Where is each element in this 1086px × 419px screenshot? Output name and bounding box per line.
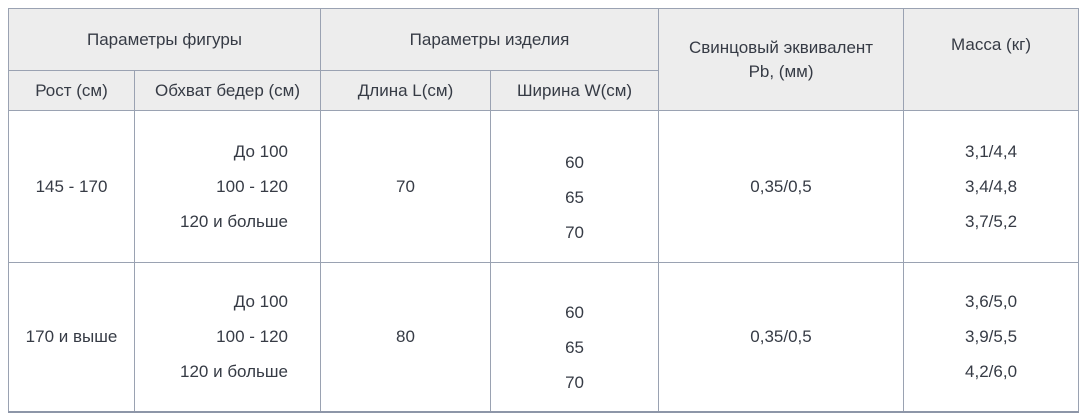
cell-mass-values: 3,6/5,0 3,9/5,5 4,2/6,0 bbox=[903, 262, 1080, 412]
mass-value: 3,6/5,0 bbox=[965, 292, 1018, 312]
table-row: 170 и выше До 100 100 - 120 120 и больше… bbox=[8, 262, 1080, 412]
mass-value: 4,2/6,0 bbox=[965, 362, 1018, 382]
cell-length: 70 bbox=[320, 110, 492, 263]
header-mass: Масса (кг) bbox=[903, 8, 1080, 111]
mass-value: 3,4/4,8 bbox=[965, 177, 1018, 196]
size-table: Параметры фигуры Параметры изделия Свинц… bbox=[7, 8, 1080, 413]
lead-equivalent-line2: Pb, (мм) bbox=[748, 61, 814, 81]
header-row-columns: Рост (см) Обхват бедер (см) Длина L(см) … bbox=[8, 70, 1079, 111]
mass-value: 3,7/5,2 bbox=[965, 212, 1018, 231]
hips-option: 100 - 120 bbox=[216, 177, 289, 196]
header-row-groups: Параметры фигуры Параметры изделия Свинц… bbox=[7, 8, 1080, 111]
col-header-length: Длина L(см) bbox=[320, 70, 492, 111]
cell-height-range: 170 и выше bbox=[8, 262, 135, 412]
width-option: 60 bbox=[565, 303, 584, 323]
cell-lead-equivalent: 0,35/0,5 bbox=[658, 262, 905, 412]
cell-length: 80 bbox=[320, 262, 492, 412]
cell-hips-options: До 100 100 - 120 120 и больше bbox=[133, 262, 322, 412]
hips-option: До 100 bbox=[233, 142, 289, 161]
cell-lead-equivalent: 0,35/0,5 bbox=[658, 110, 905, 263]
header-lead-equivalent: Свинцовый эквивалент Pb, (мм) bbox=[658, 8, 905, 111]
width-option: 60 bbox=[565, 153, 584, 172]
table-body: 145 - 170 До 100 100 - 120 120 и больше … bbox=[8, 110, 1080, 412]
width-option: 70 bbox=[565, 373, 584, 393]
col-header-height: Рост (см) bbox=[8, 70, 135, 111]
col-header-width: Ширина W(см) bbox=[490, 70, 660, 111]
cell-width-options: 60 65 70 bbox=[490, 262, 660, 412]
cell-width-options: 60 65 70 bbox=[490, 110, 660, 263]
header-group-figure: Параметры фигуры bbox=[7, 8, 322, 71]
hips-option: 100 - 120 bbox=[216, 327, 289, 347]
cell-height-range: 145 - 170 bbox=[8, 110, 135, 263]
mass-value: 3,1/4,4 bbox=[965, 142, 1018, 161]
col-header-hips: Обхват бедер (см) bbox=[133, 70, 322, 111]
width-options-block: 60 65 70 bbox=[491, 295, 658, 400]
width-options-block: 60 65 70 bbox=[491, 145, 658, 250]
table-row: 145 - 170 До 100 100 - 120 120 и больше … bbox=[8, 110, 1080, 263]
hips-option: До 100 bbox=[233, 292, 289, 312]
lead-equivalent-line1: Свинцовый эквивалент bbox=[688, 37, 874, 57]
cell-mass-values: 3,1/4,4 3,4/4,8 3,7/5,2 bbox=[903, 110, 1080, 263]
header-group-product: Параметры изделия bbox=[320, 8, 660, 71]
width-option: 70 bbox=[565, 223, 584, 242]
width-option: 65 bbox=[565, 188, 584, 207]
table-header: Параметры фигуры Параметры изделия Свинц… bbox=[7, 8, 1080, 111]
width-option: 65 bbox=[565, 338, 584, 358]
hips-option: 120 и больше bbox=[180, 212, 289, 231]
cell-hips-options: До 100 100 - 120 120 и больше bbox=[133, 110, 322, 263]
hips-option: 120 и больше bbox=[180, 362, 289, 382]
mass-value: 3,9/5,5 bbox=[965, 327, 1018, 347]
